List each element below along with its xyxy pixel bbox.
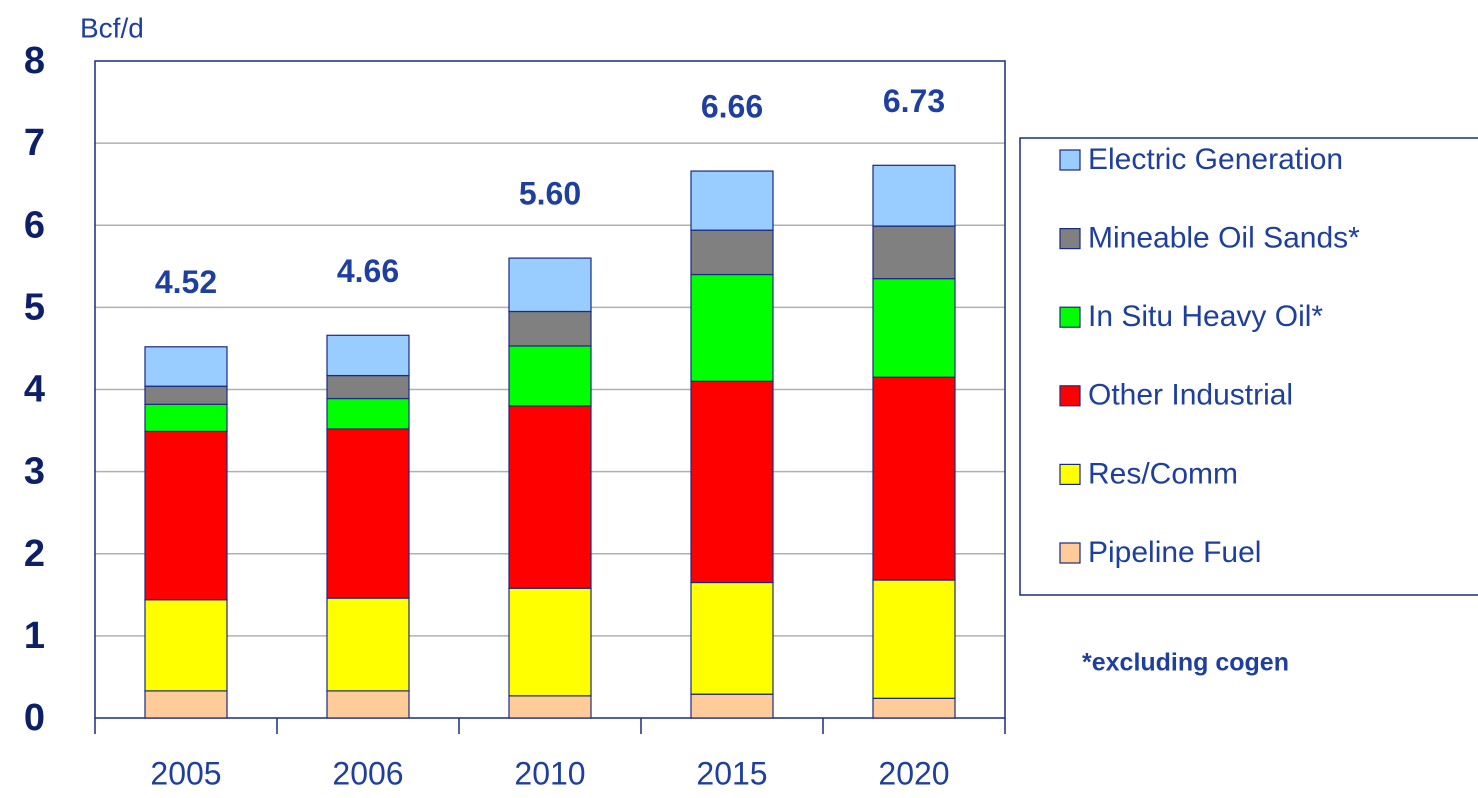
bar-segment xyxy=(872,376,956,581)
y-tick-label: 6 xyxy=(24,204,45,246)
total-label: 5.60 xyxy=(519,176,581,212)
x-tick-label: 2020 xyxy=(878,755,949,791)
bar-segment xyxy=(508,695,592,719)
bar-segment xyxy=(508,310,592,347)
y-tick-label: 4 xyxy=(24,369,45,411)
legend-label: In Situ Heavy Oil* xyxy=(1088,300,1323,333)
y-tick-label: 7 xyxy=(24,122,45,164)
bar-segment xyxy=(326,690,410,719)
total-label: 6.66 xyxy=(701,89,763,125)
y-tick-label: 8 xyxy=(24,40,45,82)
bar-segment xyxy=(690,229,774,276)
x-tick-label: 2005 xyxy=(150,755,221,791)
legend-swatch xyxy=(1059,228,1081,250)
total-label: 4.66 xyxy=(337,253,399,289)
y-tick-label: 3 xyxy=(24,451,45,493)
legend-box xyxy=(1019,137,1478,596)
x-tick-label: 2010 xyxy=(514,755,585,791)
bar-segment xyxy=(326,597,410,692)
bar-segment xyxy=(690,693,774,719)
legend-label: Res/Comm xyxy=(1088,457,1238,490)
bar-segment xyxy=(872,225,956,280)
bar-segment xyxy=(326,374,410,400)
bar-segment xyxy=(508,345,592,407)
bar-segment xyxy=(872,278,956,378)
bar-segment xyxy=(872,164,956,227)
total-label: 4.52 xyxy=(155,264,217,300)
bar-segment xyxy=(326,334,410,377)
legend-swatch xyxy=(1059,306,1081,328)
bar-segment xyxy=(508,405,592,589)
y-axis-label: Bcf/d xyxy=(80,12,144,43)
bar-segment xyxy=(326,397,410,430)
bar-segment xyxy=(690,581,774,695)
x-tick-label: 2015 xyxy=(696,755,767,791)
bar-segment xyxy=(144,403,228,432)
bar-segment xyxy=(690,170,774,231)
legend-swatch xyxy=(1059,463,1081,485)
bar-segment xyxy=(144,599,228,692)
legend-swatch xyxy=(1059,385,1081,407)
total-label: 6.73 xyxy=(883,83,945,119)
legend-swatch xyxy=(1059,542,1081,564)
legend-label: Electric Generation xyxy=(1088,143,1343,176)
bar-segment xyxy=(326,428,410,599)
bar-segment xyxy=(144,430,228,601)
bar-segment xyxy=(508,257,592,313)
y-tick-label: 0 xyxy=(24,697,45,739)
bar-segment xyxy=(144,690,228,719)
bar-segment xyxy=(144,346,228,387)
legend-label: Other Industrial xyxy=(1088,379,1293,412)
bar-segment xyxy=(144,385,228,405)
annotation: *excluding cogen xyxy=(1082,649,1289,677)
bar-segment xyxy=(508,587,592,697)
bar-segment xyxy=(872,697,956,719)
bar-segment xyxy=(872,579,956,699)
y-tick-label: 1 xyxy=(24,615,45,657)
bar-segment xyxy=(690,273,774,382)
y-tick-label: 2 xyxy=(24,533,45,575)
x-tick-label: 2006 xyxy=(332,755,403,791)
bar-segment xyxy=(690,380,774,584)
legend-swatch xyxy=(1059,149,1081,171)
legend-label: Mineable Oil Sands* xyxy=(1088,222,1360,255)
y-tick-label: 5 xyxy=(24,286,45,328)
legend-label: Pipeline Fuel xyxy=(1088,536,1261,569)
